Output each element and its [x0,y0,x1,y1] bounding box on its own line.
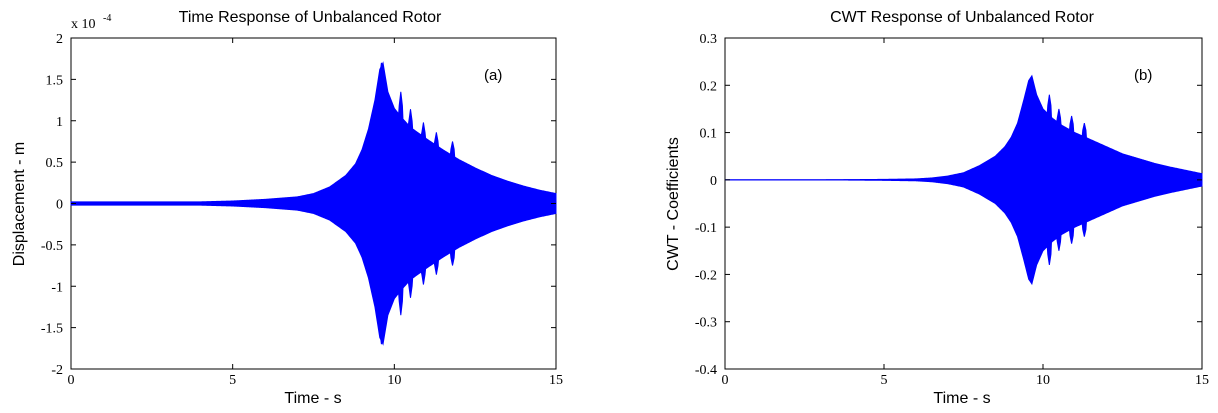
x-tick-label: 5 [881,373,888,388]
panel-a: Time Response of Unbalanced Rotor x 10 -… [11,9,563,407]
x-tick-label: 0 [68,373,75,388]
y-tick-label: 0.5 [46,156,64,171]
x-ticks: 0 5 10 15 [722,38,1209,388]
y-tick-label: 1 [56,115,63,130]
x-axis-label: Time - s [933,390,990,407]
y-tick-label: 2 [56,32,63,47]
y-tick-label: 0.2 [700,79,718,94]
y-tick-label: -1.5 [41,322,63,337]
chart-title: Time Response of Unbalanced Rotor [179,9,442,26]
x-tick-label: 0 [722,373,729,388]
x-tick-label: 5 [229,373,236,388]
y-tick-label: 1.5 [46,73,64,88]
x-ticks: 0 5 10 15 [68,38,563,388]
y-axis-label: Displacement - m [11,142,28,266]
y-tick-label: -0.2 [695,268,717,283]
y-tick-label: -0.1 [695,221,717,236]
y-tick-label: -0.4 [695,363,717,378]
y-tick-label: 0 [56,198,63,213]
y-tick-label: 0 [710,174,717,189]
x-tick-label: 15 [549,373,563,388]
axis-exponent-power: -4 [103,13,111,24]
y-axis-label: CWT - Coefficients [665,137,682,271]
x-tick-label: 15 [1195,373,1209,388]
series-layer [725,74,1203,286]
y-tick-label: 0.1 [700,127,718,142]
axis-exponent-label: x 10 [71,17,96,32]
x-axis-label: Time - s [284,390,341,407]
plot-frame [724,37,1203,370]
y-tick-label: -2 [51,363,63,378]
y-tick-label: -0.3 [695,316,717,331]
panel-label: (a) [484,67,502,84]
y-tick-label: 0.3 [700,32,718,47]
x-tick-label: 10 [1036,373,1050,388]
y-ticks: -2 -1.5 -1 -0.5 0 0.5 1 1.5 2 [41,32,556,378]
panel-label: (b) [1134,67,1152,84]
chart-title: CWT Response of Unbalanced Rotor [830,9,1095,26]
panel-b: CWT Response of Unbalanced Rotor (b) Tim… [665,9,1209,407]
series-layer [70,61,557,346]
x-tick-label: 10 [387,373,401,388]
y-tick-label: -1 [51,280,63,295]
y-tick-label: -0.5 [41,239,63,254]
y-ticks: -0.4 -0.3 -0.2 -0.1 0 0.1 0.2 0.3 [695,32,1202,378]
